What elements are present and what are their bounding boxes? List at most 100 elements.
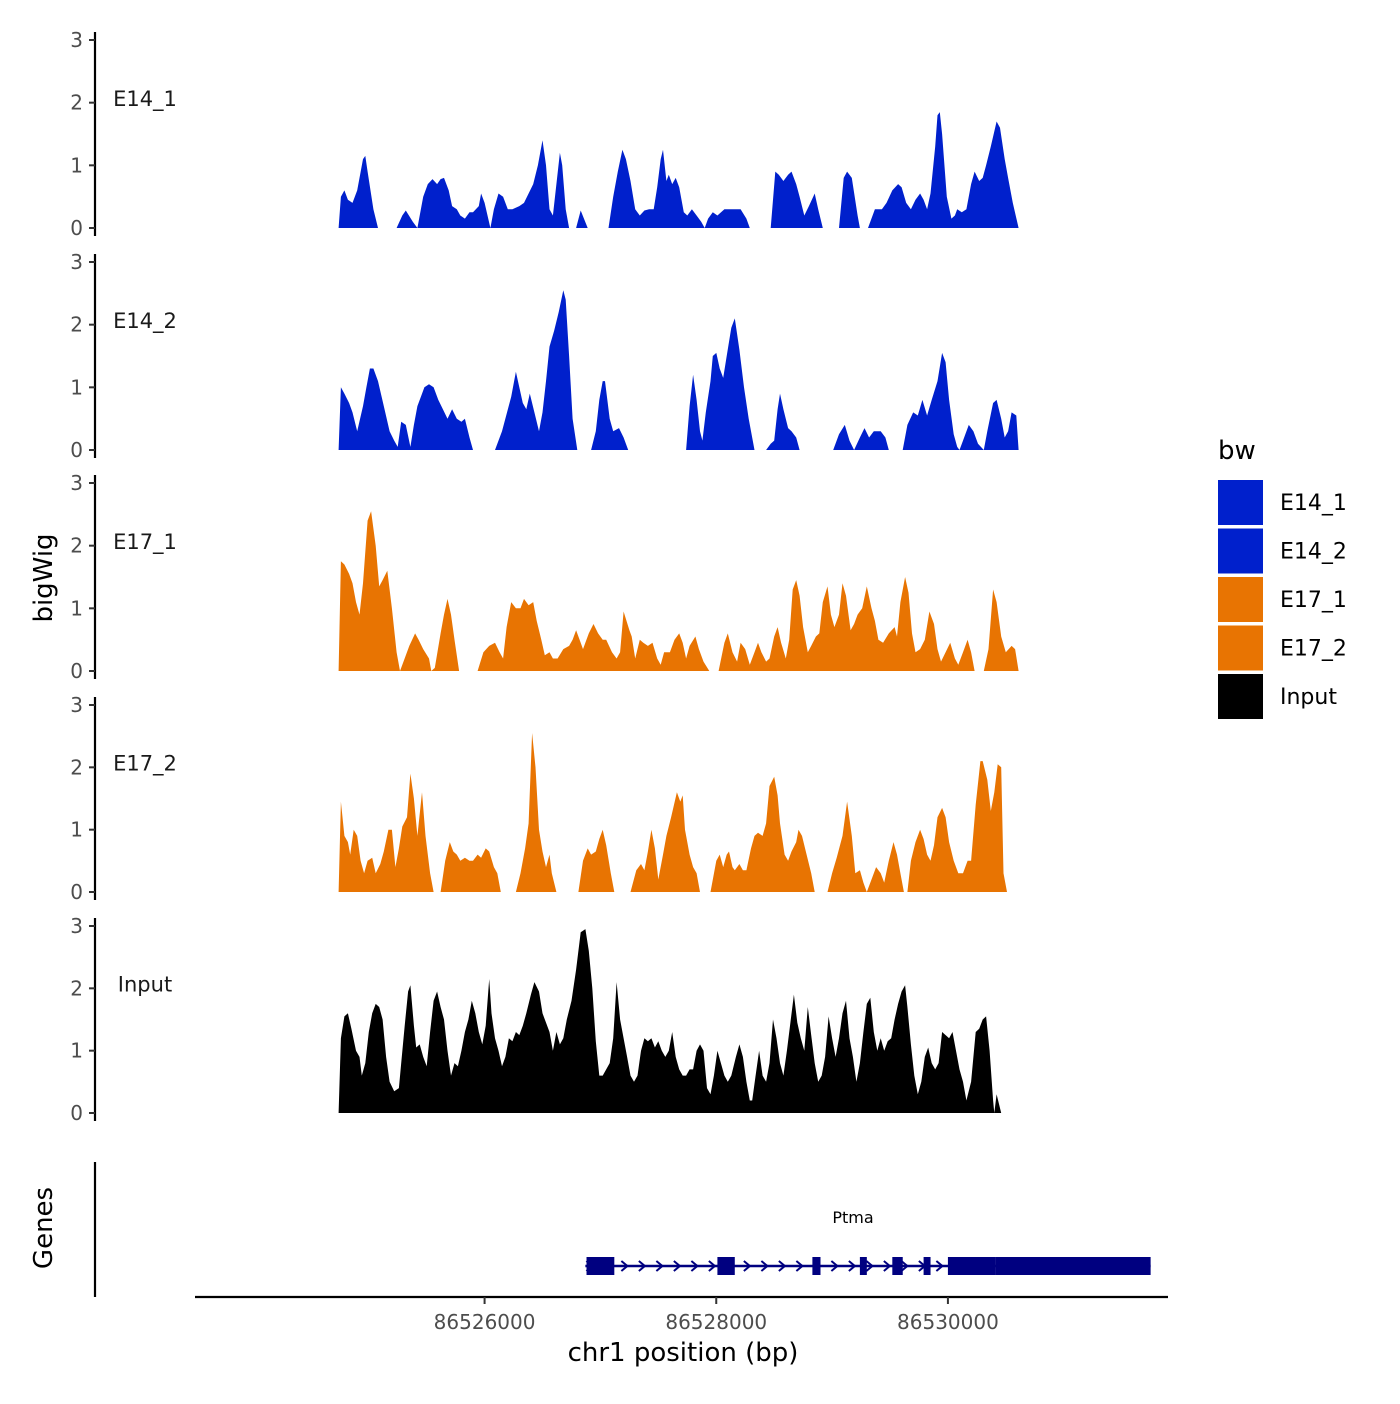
y-tick-label: 3 — [70, 693, 83, 717]
legend-swatch — [1218, 528, 1263, 574]
signal-area — [907, 761, 1007, 892]
y-tick-label: 3 — [70, 250, 83, 274]
strand-arrow — [673, 1260, 682, 1272]
legend-label: E17_1 — [1280, 588, 1347, 613]
track-e17-2: 0 1 2 3 E17_2 — [70, 693, 1007, 904]
gene-exon — [586, 1257, 615, 1275]
signal-area — [338, 773, 434, 892]
signal-area — [578, 829, 615, 892]
track-label: E14_1 — [113, 87, 177, 112]
legend-swatch — [1218, 625, 1263, 671]
signal-area — [868, 112, 1019, 228]
x-tick-label: 86530000 — [897, 1310, 999, 1334]
signal-area — [396, 140, 588, 228]
gene-label: Ptma — [832, 1208, 873, 1227]
signal-area — [902, 352, 1019, 450]
signal-area — [338, 368, 473, 450]
y-tick-label: 1 — [70, 375, 83, 399]
y-tick-label: 2 — [70, 91, 83, 115]
y-tick-label: 3 — [70, 28, 83, 52]
signal-area — [766, 393, 800, 450]
signal-area — [718, 577, 975, 671]
signal-area — [440, 842, 501, 892]
signal-area — [630, 792, 700, 892]
legend-swatch — [1218, 577, 1263, 622]
track-label: E17_1 — [113, 530, 177, 555]
signal-area — [839, 171, 860, 228]
x-axis: 86526000 86528000 86530000 — [195, 1295, 1168, 1334]
y-tick-label: 2 — [70, 313, 83, 337]
strand-arrow — [778, 1260, 787, 1272]
y-tick-label: 1 — [70, 596, 83, 620]
track-label: Input — [118, 973, 172, 997]
strand-arrow — [638, 1260, 647, 1272]
signal-area — [338, 155, 378, 228]
signal-area — [515, 733, 557, 892]
gene-exon — [717, 1257, 735, 1275]
y-tick-label: 0 — [70, 659, 83, 683]
y-tick-label: 0 — [70, 880, 83, 904]
strand-arrow — [900, 1260, 909, 1272]
gene-exon — [995, 1257, 1151, 1275]
strand-arrow — [830, 1260, 839, 1272]
legend-label: E14_1 — [1280, 491, 1347, 516]
signal-area — [338, 511, 460, 671]
strand-arrow — [655, 1260, 664, 1272]
signal-area — [827, 801, 904, 892]
signal-area — [338, 929, 1002, 1113]
signal-area — [710, 776, 815, 892]
gene-track-title: Genes — [29, 1187, 59, 1269]
y-axis-title: bigWig — [29, 533, 59, 622]
track-label: E14_2 — [113, 309, 177, 334]
gene-exon — [892, 1257, 903, 1275]
strand-arrow — [865, 1260, 874, 1272]
strand-arrow — [620, 1260, 629, 1272]
x-axis-title: chr1 position (bp) — [568, 1338, 799, 1368]
track-e14-2: 0 1 2 3 E14_2 — [70, 250, 1019, 462]
gene-track: Ptma — [93, 1162, 1151, 1297]
signal-area — [477, 598, 710, 671]
signal-area — [495, 290, 578, 450]
signal-area — [770, 171, 823, 228]
y-tick-label: 0 — [70, 1101, 83, 1125]
signal-area — [833, 424, 889, 450]
signal-area — [608, 149, 750, 228]
strand-arrow — [708, 1260, 717, 1272]
y-tick-label: 3 — [70, 471, 83, 495]
legend-swatch — [1218, 674, 1263, 719]
y-tick-label: 0 — [70, 438, 83, 462]
legend: bw E14_1 E14_2 E17_1 E17_2 Input — [1218, 436, 1347, 719]
legend-label: Input — [1280, 685, 1337, 710]
track-label: E17_2 — [113, 752, 177, 777]
y-tick-label: 2 — [70, 534, 83, 558]
gene-exon — [859, 1257, 867, 1275]
y-tick-label: 2 — [70, 976, 83, 1000]
gene-exon — [812, 1257, 821, 1275]
strand-arrow — [883, 1260, 892, 1272]
y-tick-label: 1 — [70, 818, 83, 842]
signal-tracks: 0 1 2 3 E14_1 0 1 2 3 E14_2 0 1 2 3 E17_1 0 1 2 3 E17_2 0 1 2 3… — [70, 28, 1019, 1125]
strand-arrow — [743, 1260, 752, 1272]
y-tick-label: 3 — [70, 914, 83, 938]
track-input: 0 1 2 3 Input — [70, 914, 1002, 1125]
signal-area — [983, 589, 1019, 671]
strand-arrow — [795, 1260, 804, 1272]
x-tick-label: 86528000 — [665, 1310, 767, 1334]
signal-area — [591, 381, 629, 450]
y-tick-label: 2 — [70, 755, 83, 779]
legend-title: bw — [1218, 436, 1256, 466]
legend-swatch — [1218, 480, 1263, 525]
y-tick-label: 1 — [70, 153, 83, 177]
strand-arrow — [760, 1260, 769, 1272]
strand-arrow — [935, 1260, 944, 1272]
legend-label: E14_2 — [1280, 540, 1347, 565]
gene-exon — [947, 1257, 996, 1275]
y-tick-label: 1 — [70, 1039, 83, 1063]
signal-area — [686, 318, 755, 450]
x-tick-label: 86526000 — [434, 1310, 536, 1334]
strand-arrow — [848, 1260, 857, 1272]
legend-label: E17_2 — [1280, 637, 1347, 662]
track-e14-1: 0 1 2 3 E14_1 — [70, 28, 1019, 240]
